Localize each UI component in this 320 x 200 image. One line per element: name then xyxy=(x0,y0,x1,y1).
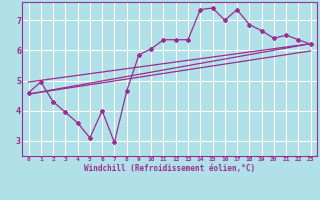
X-axis label: Windchill (Refroidissement éolien,°C): Windchill (Refroidissement éolien,°C) xyxy=(84,164,255,173)
